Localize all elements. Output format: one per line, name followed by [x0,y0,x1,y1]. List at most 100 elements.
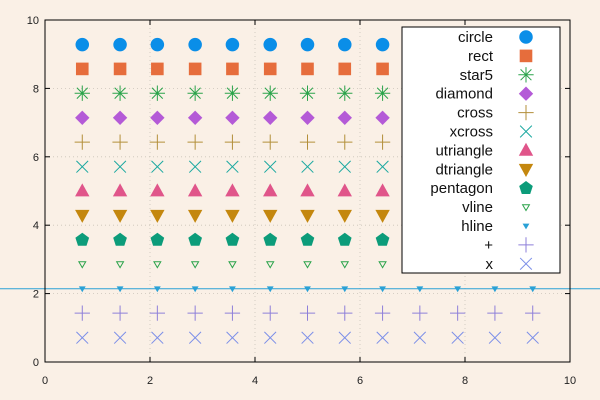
point-x [338,160,351,173]
x-tick-label: 2 [147,375,153,387]
x-tick-label: 10 [564,375,576,387]
point-pentagon [113,232,127,246]
point-pentagon [75,232,90,246]
point-star [262,85,278,101]
point-circle [75,37,90,52]
data-points [74,37,541,344]
x-tick-label: 0 [42,375,48,387]
point-x [376,160,389,173]
point-dtriangle [337,209,352,223]
plot-frame [44,19,571,363]
point-rect [376,62,389,76]
point-vtri [190,261,200,269]
legend-marker [518,104,534,121]
point-x [451,331,464,344]
point-plus [224,305,241,321]
point-vtri [303,261,312,269]
point-plus [149,134,165,150]
legend-label: cross [457,105,493,122]
point-vtri [115,261,125,269]
point-pentagon [225,232,240,246]
point-rect [151,62,164,76]
point-circle [263,37,277,52]
legend-label: xcross [450,124,493,141]
point-x [151,331,164,344]
legend-label: hline [461,218,493,235]
point-pentagon [375,232,390,246]
point-dtriangle [150,209,165,223]
legend-label: vline [462,199,493,216]
point-htri [266,286,274,293]
x-tick-label: 6 [357,375,363,387]
y-tick-label: 8 [33,83,39,95]
y-tick-label: 0 [33,357,39,369]
axis-ticks: 0 2 4 6 8 10 0 2 4 6 8 10 [27,15,576,387]
point-x [264,160,277,173]
point-utriangle [187,183,203,197]
point-star [74,85,90,101]
legend-marker [522,223,530,230]
point-diamond [112,110,128,126]
point-x [76,331,89,344]
point-x [526,331,539,344]
point-htri [529,286,537,293]
point-dtriangle [187,209,203,223]
point-utriangle [263,183,278,197]
point-rect [113,62,127,76]
legend-label: star5 [460,67,493,84]
legend-label: + [484,237,493,254]
point-plus [187,305,203,321]
point-diamond [75,110,90,126]
point-htri [191,286,199,293]
point-htri [229,286,236,293]
point-diamond [187,110,203,126]
point-utriangle [75,183,90,197]
point-x [226,331,239,344]
point-rect [263,62,277,76]
legend-marker [521,204,531,212]
point-utriangle [337,183,352,197]
point-plus [74,134,90,150]
point-x [151,160,164,173]
point-x [76,160,89,173]
point-star [337,85,353,101]
point-x [264,331,277,344]
point-vtri [77,261,87,269]
point-plus [149,305,165,321]
point-dtriangle [75,209,90,223]
point-plus [487,305,503,321]
point-x [226,160,239,173]
point-htri [379,286,386,293]
legend-label: circle [458,29,493,46]
point-htri [454,286,462,293]
x-tick-label: 4 [252,375,258,387]
point-x [113,160,127,173]
point-htri [491,286,499,293]
legend-label: dtriangle [435,161,493,178]
point-star [299,85,316,101]
point-plus [337,134,353,150]
point-pentagon [150,232,165,246]
point-diamond [375,110,390,126]
point-rect [75,62,89,76]
point-x [301,331,314,344]
point-htri [116,286,124,293]
point-plus [374,305,391,321]
point-vtri [340,261,350,269]
legend-marker [519,30,533,44]
point-dtriangle [263,209,278,223]
point-vtri [228,261,237,269]
point-plus [374,134,391,150]
point-diamond [337,110,352,126]
point-plus [187,134,203,150]
point-pentagon [188,232,202,246]
point-htri [341,286,349,293]
point-utriangle [112,183,128,197]
point-utriangle [375,183,390,197]
legend: circle rect star5 diamond cross xcrossutriang… [401,26,561,274]
point-diamond [150,110,165,126]
point-htri [416,286,424,293]
point-htri [153,286,161,293]
point-plus [412,305,428,321]
